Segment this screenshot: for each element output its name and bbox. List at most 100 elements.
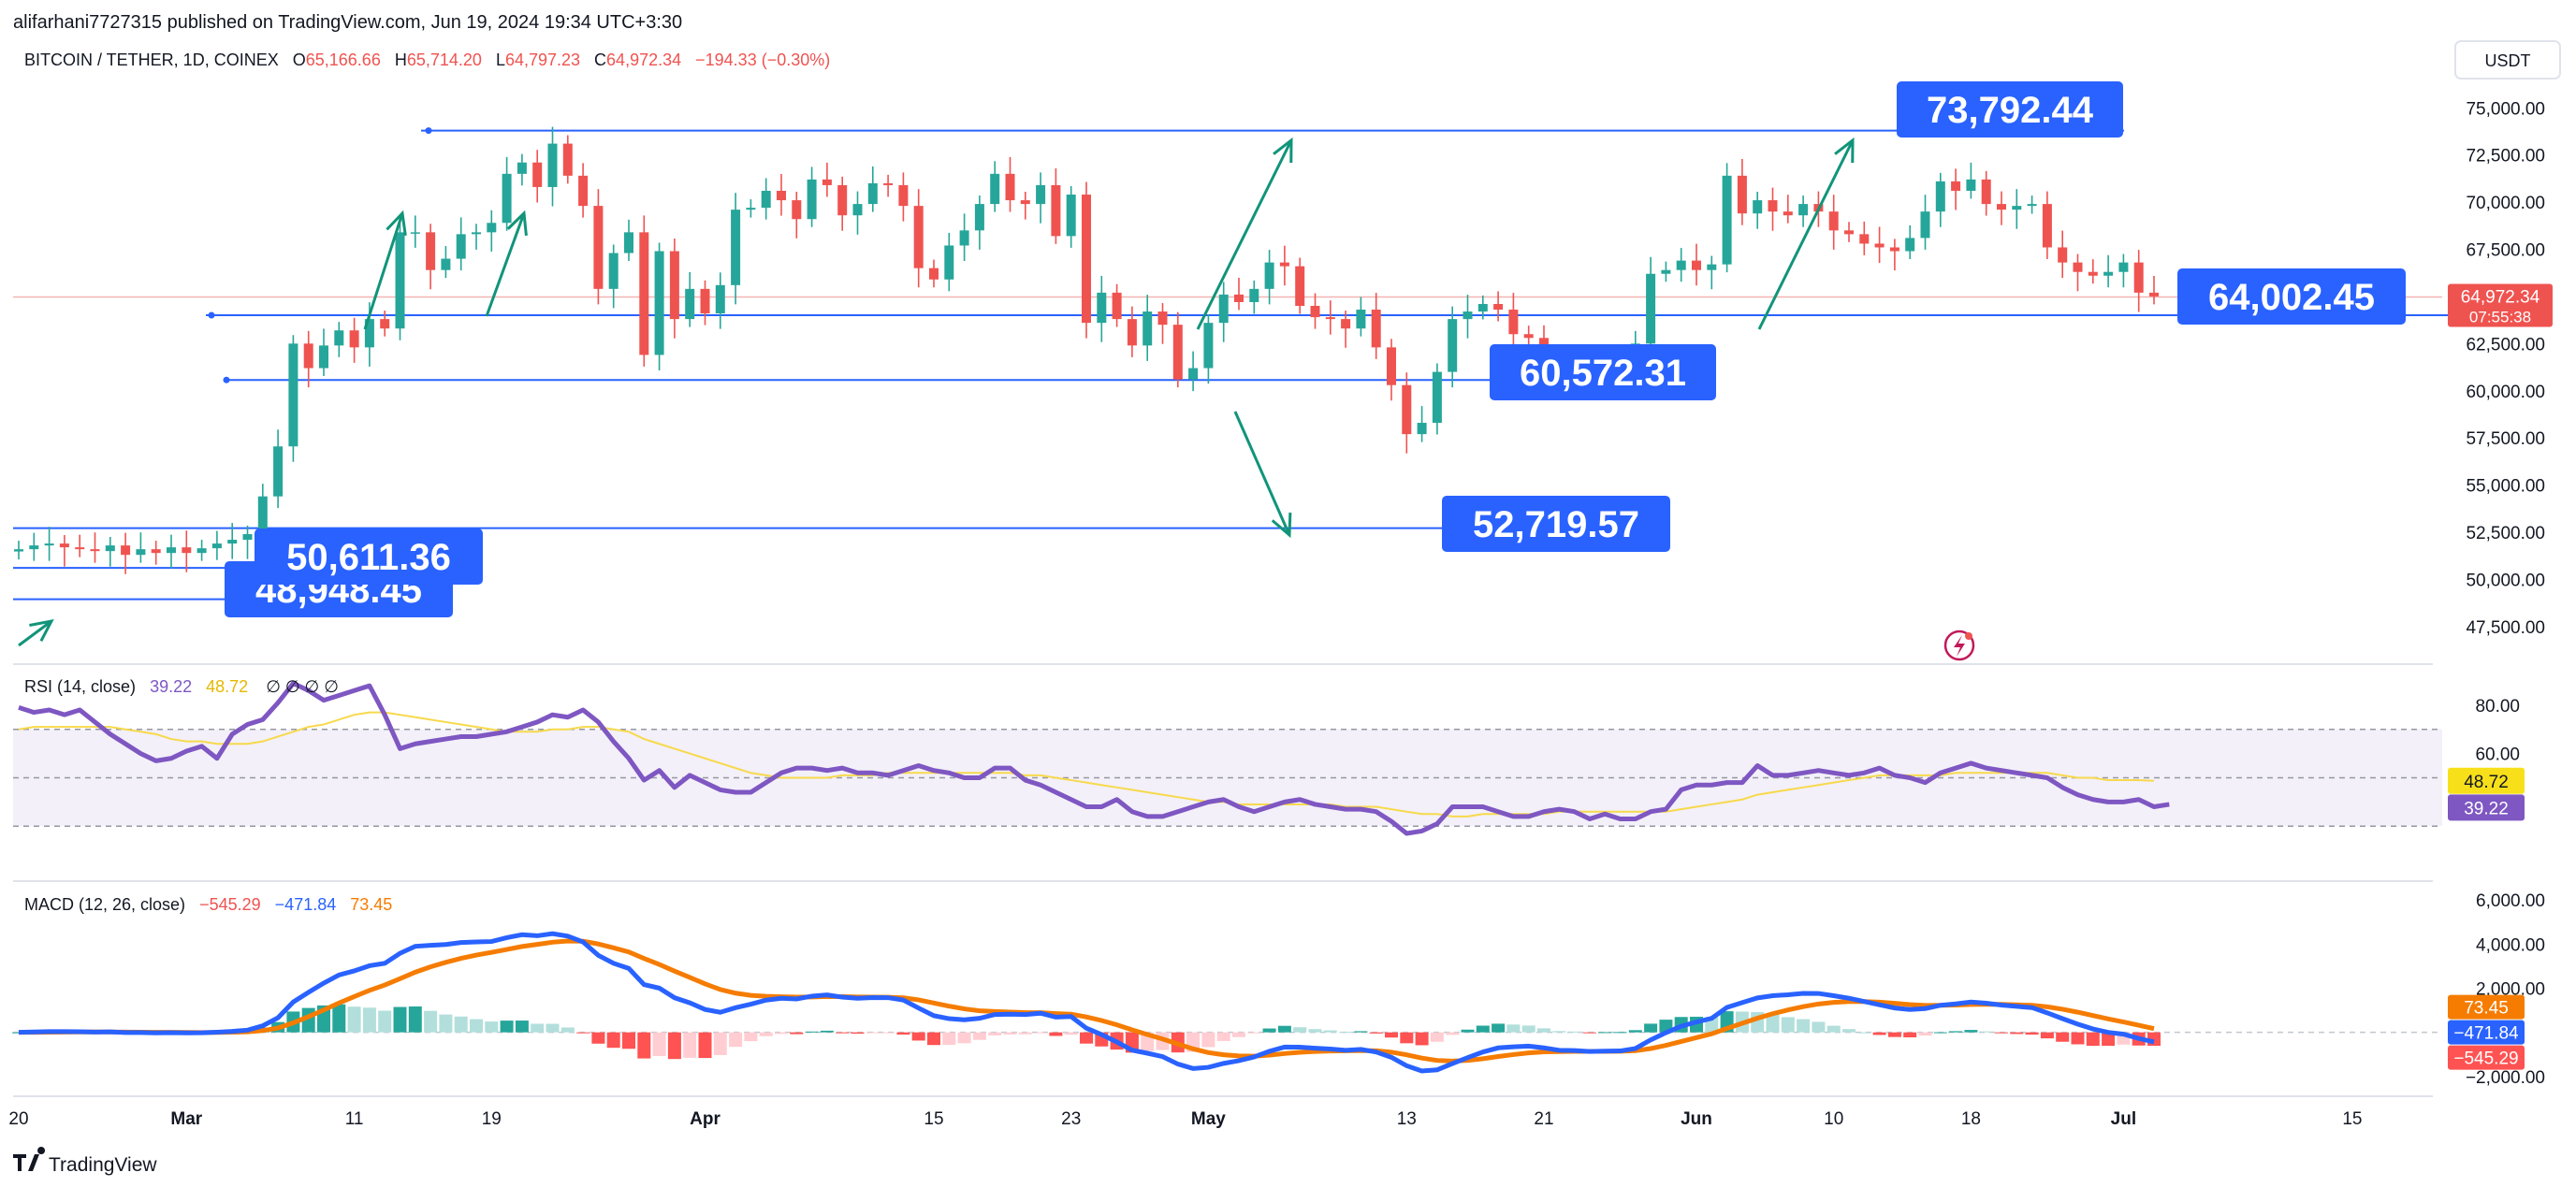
candle-body xyxy=(1508,310,1519,335)
macd-histogram-bar xyxy=(1826,1025,1841,1033)
trend-arrow-head xyxy=(1271,512,1292,539)
symbol-legend: BITCOIN / TETHER, 1D, COINEX O65,166.66 … xyxy=(24,51,830,69)
candle-body xyxy=(14,549,23,552)
macd-histogram-badge xyxy=(2448,1045,2525,1070)
macd-histogram-bar xyxy=(1492,1023,1506,1033)
price-pane[interactable] xyxy=(13,126,2452,647)
candle-body xyxy=(898,184,909,207)
macd-histogram-bar xyxy=(2010,1032,2024,1035)
trend-arrow xyxy=(363,212,404,330)
candle-body xyxy=(1020,200,1030,205)
macd-histogram-bar xyxy=(1430,1032,1444,1042)
level-callout-box xyxy=(1490,344,1716,400)
macd-histogram-bar xyxy=(1613,1032,1627,1034)
macd-histogram-bar xyxy=(12,1032,25,1034)
macd-histogram-bar xyxy=(1018,1032,1032,1035)
rsi-pane[interactable] xyxy=(13,681,2442,836)
macd-histogram-bar xyxy=(515,1021,529,1033)
macd-histogram-bar xyxy=(942,1032,956,1046)
tradingview-logo: TradingView xyxy=(13,1147,157,1176)
macd-legend: MACD (12, 26, close) −545.29 −471.84 73.… xyxy=(24,895,392,914)
candle-body xyxy=(1279,262,1289,267)
candle-body xyxy=(273,446,284,497)
rsi-ma-line xyxy=(18,711,2155,818)
candle-body xyxy=(2058,247,2068,263)
rsi-badge xyxy=(2448,794,2525,821)
macd-histogram-bar xyxy=(637,1032,651,1059)
currency-button[interactable]: USDT xyxy=(2454,40,2561,80)
macd-histogram-bar xyxy=(775,1032,788,1035)
trend-arrow-head xyxy=(1834,137,1855,164)
trend-arrow-head xyxy=(506,210,528,237)
macd-histogram-bar xyxy=(1582,1032,1596,1034)
candle-body xyxy=(746,208,756,210)
candle-body xyxy=(990,173,1000,205)
ohlc-low-label: L xyxy=(496,51,505,69)
macd-histogram-bar xyxy=(759,1032,773,1036)
candle-body xyxy=(1097,292,1107,324)
macd-signal-line xyxy=(18,938,2155,1064)
macd-histogram-bar xyxy=(393,1006,407,1033)
candle-body xyxy=(1417,423,1427,435)
macd-histogram-bar xyxy=(2086,1032,2100,1047)
candle-body xyxy=(822,179,832,185)
macd-histogram-bar xyxy=(1872,1032,1886,1035)
macd-signal-badge xyxy=(2448,994,2525,1020)
macd-histogram-bar xyxy=(1339,1032,1353,1034)
macd-histogram-bar xyxy=(1995,1032,2008,1034)
time-axis-tick: Jul xyxy=(2111,1109,2136,1129)
level-callout: 52,719.57 xyxy=(1442,496,1670,552)
macd-histogram-bar xyxy=(1567,1031,1581,1033)
candle-body xyxy=(1112,292,1122,320)
macd-histogram-bar xyxy=(729,1032,743,1048)
candle-body xyxy=(1249,288,1259,302)
candle-body xyxy=(1127,319,1137,346)
macd-histogram-bar xyxy=(347,1006,361,1033)
lightning-icon[interactable] xyxy=(1943,630,1975,661)
macd-histogram-bar xyxy=(881,1032,895,1034)
candle-body xyxy=(1371,310,1381,348)
macd-histogram-badge-label: −545.29 xyxy=(2453,1049,2518,1069)
candle-body xyxy=(700,288,710,314)
trend-arrow xyxy=(1233,411,1291,536)
trend-arrow xyxy=(1196,139,1293,330)
candle-body xyxy=(2088,271,2098,276)
macd-histogram-bar xyxy=(1521,1025,1535,1033)
symbol-title: BITCOIN / TETHER, 1D, COINEX xyxy=(24,51,279,69)
candle-body xyxy=(624,232,633,253)
macd-histogram-bar xyxy=(1400,1032,1414,1044)
candle-body xyxy=(929,268,939,280)
candle-body xyxy=(731,210,741,285)
candle-body xyxy=(1005,173,1015,201)
last-price-badge xyxy=(2448,283,2553,327)
macd-line xyxy=(18,931,2155,1074)
macd-pane[interactable] xyxy=(12,931,2442,1074)
macd-histogram-bar xyxy=(606,1032,620,1049)
macd-histogram-bar xyxy=(1247,1032,1261,1034)
candle-body xyxy=(761,190,771,209)
macd-histogram-bar xyxy=(439,1014,453,1033)
last-price-countdown: 07:55:38 xyxy=(2469,308,2531,326)
candle-body xyxy=(1661,269,1671,274)
macd-histogram-bar xyxy=(1979,1031,1993,1033)
macd-histogram-bar xyxy=(1842,1029,1856,1033)
level-callout-label: 52,719.57 xyxy=(1473,504,1639,545)
macd-histogram-bar xyxy=(957,1032,971,1044)
macd-histogram-bar xyxy=(1903,1032,1917,1037)
candle-body xyxy=(426,232,436,270)
macd-histogram-bar xyxy=(805,1031,819,1033)
candle-body xyxy=(242,534,253,541)
candle-body xyxy=(1997,204,2006,210)
rsi-ma-badge-label: 48.72 xyxy=(2464,773,2509,792)
macd-axis-tick: 2,000.00 xyxy=(2476,980,2545,1000)
macd-histogram-bar xyxy=(1797,1019,1811,1033)
level-anchor-point xyxy=(208,311,215,319)
macd-histogram-bar xyxy=(470,1019,483,1033)
macd-histogram-bar xyxy=(2040,1032,2054,1039)
macd-hist-value: −545.29 xyxy=(199,895,261,914)
candle-body xyxy=(257,496,268,535)
macd-histogram-bar xyxy=(1918,1032,1932,1036)
candle-body xyxy=(2118,262,2129,272)
macd-axis-tick: 4,000.00 xyxy=(2476,935,2545,955)
